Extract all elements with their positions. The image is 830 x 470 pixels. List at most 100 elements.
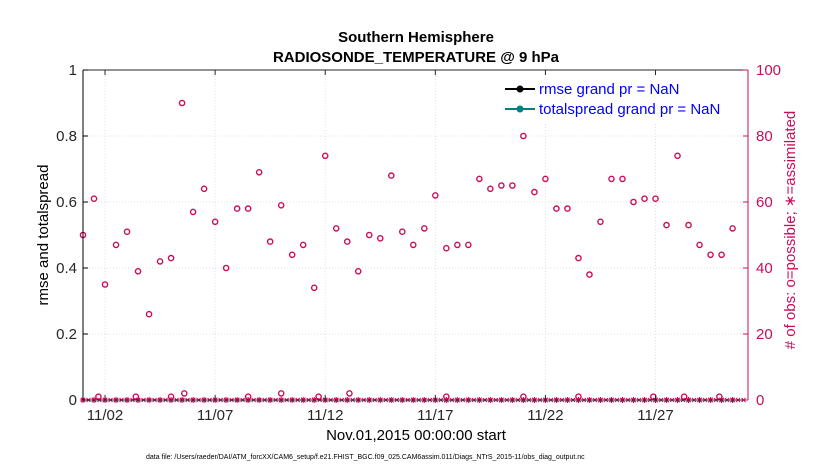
obs-possible-point: [718, 251, 725, 259]
x-tick-label: 11/12: [307, 407, 343, 424]
obs-possible-point: [189, 208, 197, 216]
x-tick-label: 11/27: [637, 407, 673, 424]
obs-possible-point: [321, 152, 329, 160]
chart-title: Southern Hemisphere: [338, 29, 494, 46]
obs-possible-point: [167, 254, 175, 262]
obs-possible-point: [387, 172, 395, 179]
y-axis-left-label: rmse and totalspread: [35, 165, 52, 306]
obs-possible-point: [641, 195, 648, 202]
obs-possible-point: [346, 390, 353, 397]
y-axis-left: 0 0.2 0.4 0.6 0.8 1: [56, 62, 88, 409]
plot-area: [83, 70, 748, 400]
obs-possible-point: [233, 205, 241, 212]
y-axis-right-label: # of obs: o=possible; ∗=assimilated: [782, 111, 799, 350]
obs-possible-point: [597, 218, 604, 226]
obs-possible-point: [630, 198, 637, 206]
obs-possible-point: [180, 390, 188, 397]
y-axis-right: 0 20 40 60 80 100: [743, 62, 781, 409]
x-tick-label: 11/02: [87, 407, 123, 424]
obs-possible-point: [211, 218, 219, 226]
obs-possible-point: [421, 225, 428, 232]
grid: [83, 69, 748, 401]
obs-possible-point: [443, 244, 450, 252]
obs-possible-point: [132, 393, 140, 401]
obs-possible-point: [409, 241, 417, 249]
obs-possible-point: [332, 225, 340, 232]
obs-possible-point: [553, 205, 560, 212]
obs-possible-point: [244, 205, 252, 212]
y-left-tick-label: 0.4: [56, 260, 77, 277]
obs-possible-point: [432, 192, 439, 199]
obs-possible-point: [101, 281, 109, 288]
obs-possible-point: [90, 195, 98, 202]
chart-subtitle: RADIOSONDE_TEMPERATURE @ 9 hPa: [273, 49, 560, 66]
legend-spread-marker: [516, 105, 524, 113]
y-left-tick-label: 1: [69, 62, 77, 79]
obs-possible-point: [178, 99, 186, 107]
obs-possible-point: [663, 221, 670, 229]
obs-possible-point: [454, 241, 461, 249]
obs-possible-point: [509, 182, 516, 189]
obs-possible-point: [531, 188, 538, 196]
obs-possible-point: [134, 267, 142, 275]
axes-frame: [82, 69, 749, 401]
obs-possible-point: [476, 175, 483, 183]
legend-rmse-label: rmse grand pr = NaN: [539, 81, 679, 98]
x-axis: 11/02 11/07 11/12 11/17 11/22 11/27: [87, 70, 674, 424]
obs-possible-point: [716, 393, 723, 401]
obs-possible-point: [608, 175, 615, 183]
obs-possible-point: [365, 231, 373, 239]
obs-possible-point: [354, 267, 362, 275]
y-right-tick-label: 80: [756, 128, 773, 145]
obs-possible-point: [277, 201, 285, 209]
y-right-tick-label: 20: [756, 326, 773, 343]
y-left-tick-label: 0.6: [56, 194, 77, 211]
data-file-footnote: data file: /Users/raeder/DAI/ATM_forcXX/…: [146, 454, 585, 461]
obs-possible-point: [343, 238, 351, 245]
legend: rmse grand pr = NaN totalspread grand pr…: [500, 76, 744, 122]
obs-possible-point: [310, 284, 318, 292]
legend-box: [500, 76, 744, 122]
obs-possible-point: [619, 175, 626, 183]
y-left-tick-label: 0.2: [56, 326, 77, 343]
obs-possible-point: [112, 241, 120, 249]
obs-possible-point: [498, 182, 505, 189]
obs-possible-point: [299, 241, 307, 249]
obs-possible-point: [288, 251, 296, 259]
obs-possible-point: [487, 185, 494, 193]
x-axis-label: Nov.01,2015 00:00:00 start: [326, 427, 507, 444]
obs-possible-point: [255, 168, 263, 176]
obs-possible-point: [123, 228, 131, 235]
obs-possible-point: [222, 264, 230, 272]
x-tick-label: 11/17: [417, 407, 453, 424]
obs-possible-point: [542, 175, 549, 183]
obs-possible-point: [707, 251, 714, 259]
obs-possible-point: [156, 258, 164, 265]
obs-possible-point: [575, 254, 582, 262]
obs-possible-point: [685, 221, 692, 229]
obs-possible-point: [564, 205, 571, 212]
obs-possible-point: [398, 228, 406, 235]
obs-possible-point: [674, 152, 681, 160]
legend-rmse-marker: [516, 85, 524, 93]
y-left-tick-label: 0: [69, 392, 77, 409]
x-tick-label: 11/07: [197, 407, 233, 424]
obs-possible-point: [376, 234, 384, 242]
y-left-tick-label: 0.8: [56, 128, 77, 145]
obs-possible-point: [266, 238, 274, 245]
obs-possible-point: [586, 271, 593, 278]
y-right-tick-label: 40: [756, 260, 773, 277]
obs-possible-point: [696, 241, 703, 249]
obs-possible-point: [520, 132, 527, 140]
y-right-tick-label: 0: [756, 392, 764, 409]
y-right-tick-label: 100: [756, 62, 781, 79]
legend-spread-label: totalspread grand pr = NaN: [539, 101, 720, 118]
x-tick-label: 11/22: [527, 407, 563, 424]
obs-possible-point: [652, 195, 659, 202]
obs-possible-point: [200, 185, 208, 193]
obs-possible-point: [277, 390, 285, 397]
obs-possible-point: [145, 310, 153, 318]
obs-possible-point: [729, 225, 736, 232]
obs-possible-point: [465, 241, 472, 249]
